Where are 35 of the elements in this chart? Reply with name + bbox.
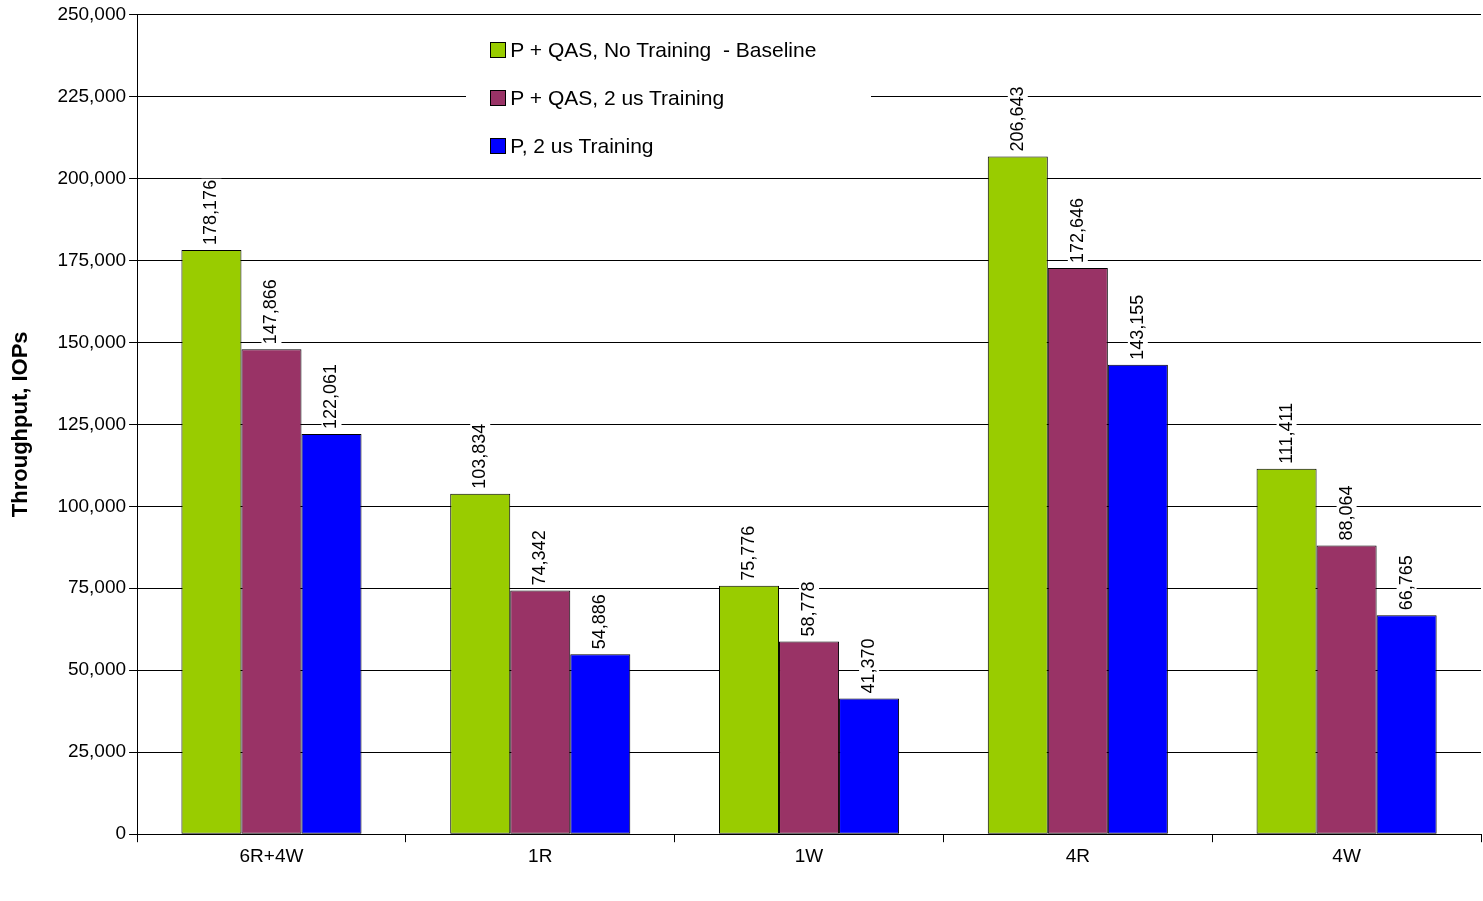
- legend-label: P + QAS, 2 us Training: [510, 86, 725, 111]
- y-tick-label: 50,000: [67, 658, 127, 680]
- y-tick-label: 200,000: [57, 166, 127, 188]
- data-label: 172,646: [1066, 197, 1087, 264]
- data-label: 147,866: [260, 279, 281, 345]
- data-label: 74,342: [529, 530, 550, 586]
- y-axis-title: Throughput, IOPs: [7, 331, 33, 518]
- data-label: 66,765: [1395, 555, 1416, 611]
- y-tick-label: 25,000: [67, 740, 127, 762]
- data-label: 178,176: [200, 179, 221, 245]
- data-label: 206,643: [1006, 86, 1027, 152]
- x-tick-label: 1W: [794, 844, 824, 866]
- x-tick-label: 4R: [1065, 844, 1090, 866]
- data-label: 41,370: [858, 638, 879, 694]
- x-tick-label: 1R: [528, 844, 553, 866]
- data-label: 103,834: [469, 423, 490, 489]
- y-tick-label: 225,000: [57, 84, 127, 106]
- x-tick-label: 6R+4W: [239, 844, 304, 866]
- legend-label: P, 2 us Training: [510, 134, 654, 159]
- data-label: 75,776: [737, 525, 758, 581]
- data-label: 58,778: [798, 581, 819, 637]
- y-tick-label: 125,000: [57, 412, 127, 434]
- data-label: 143,155: [1126, 294, 1147, 360]
- y-tick-label: 100,000: [57, 494, 127, 516]
- data-label: 54,886: [589, 594, 610, 650]
- data-label: 111,411: [1275, 402, 1296, 464]
- x-tick-label: 4W: [1332, 844, 1361, 866]
- legend-label: P + QAS, No Training - Baseline: [510, 38, 817, 63]
- data-label: 88,064: [1335, 485, 1356, 541]
- y-tick-label: 250,000: [57, 2, 127, 24]
- y-tick-label: 175,000: [57, 248, 127, 270]
- data-label: 122,061: [320, 363, 341, 429]
- y-tick-label: 75,000: [67, 576, 127, 598]
- y-tick-label: 150,000: [57, 330, 127, 352]
- y-tick-label: 0: [115, 822, 127, 844]
